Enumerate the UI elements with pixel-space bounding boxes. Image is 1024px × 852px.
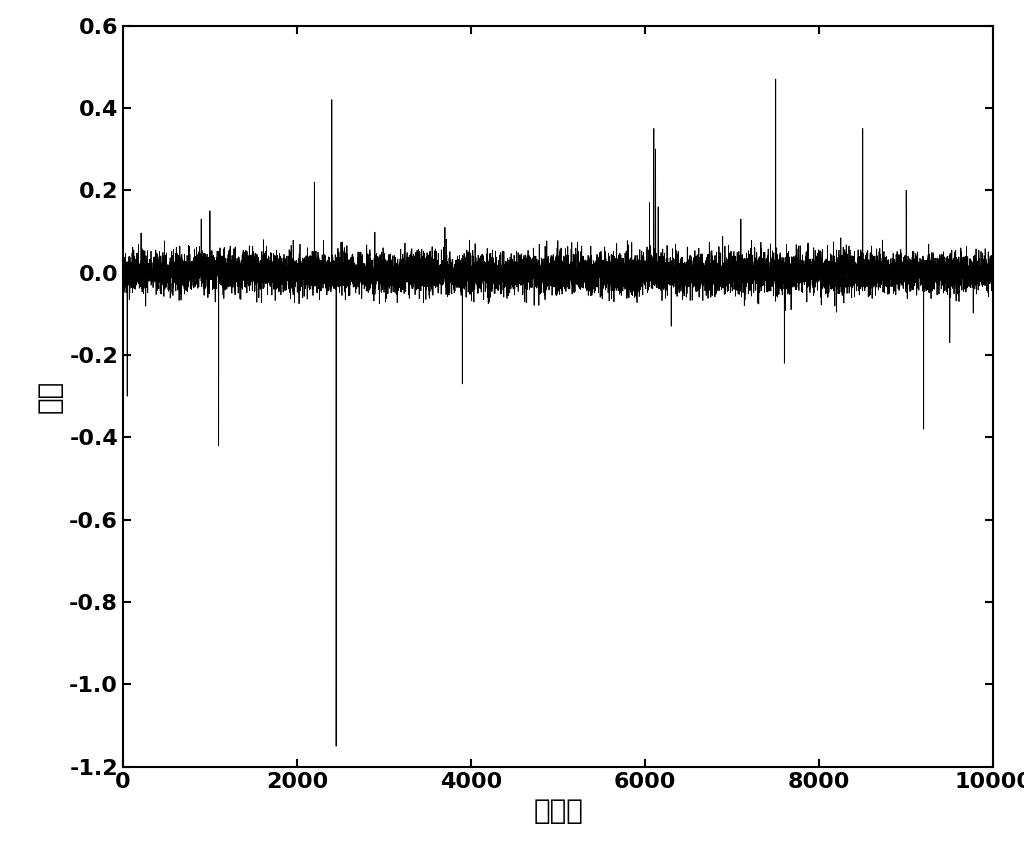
X-axis label: 样点数: 样点数 bbox=[534, 797, 583, 826]
Y-axis label: 幅度: 幅度 bbox=[36, 379, 63, 413]
